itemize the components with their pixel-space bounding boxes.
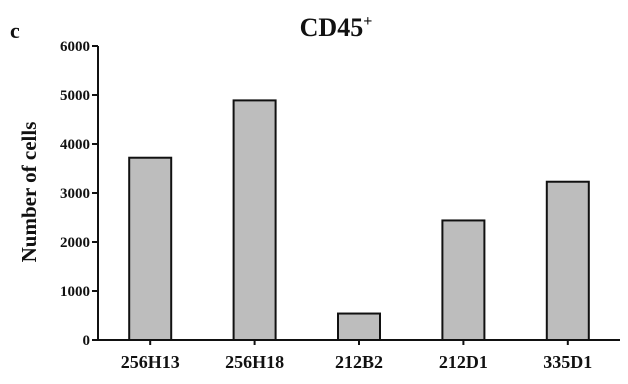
bar-256H18 <box>232 99 277 341</box>
y-tick-label: 3000 <box>60 186 90 202</box>
x-tick-label: 335D1 <box>543 352 592 372</box>
y-axis-label-group: Number of cells <box>17 122 41 263</box>
y-tick-label: 1000 <box>60 284 90 300</box>
y-tick-label: 5000 <box>60 88 90 104</box>
y-tick-label: 2000 <box>60 235 90 251</box>
x-tick-label: 256H13 <box>121 352 180 372</box>
bar-335D1 <box>545 180 590 341</box>
y-tick-label: 4000 <box>60 137 90 153</box>
x-tick-label: 256H18 <box>225 352 284 372</box>
chart-title-superscript: + <box>363 13 372 30</box>
bar-212D1 <box>441 219 486 341</box>
x-tick-label: 212B2 <box>335 352 383 372</box>
y-axis: 0 1000 2000 3000 4000 5000 6000 <box>60 39 99 349</box>
x-tick-label: 212D1 <box>439 352 488 372</box>
chart-title-main: CD45 <box>300 13 364 42</box>
panel-label: c <box>10 18 20 43</box>
bars-group <box>128 99 590 342</box>
x-axis: 256H13 256H18 212B2 212D1 335D1 <box>98 339 620 372</box>
y-axis-label: Number of cells <box>17 122 41 263</box>
y-tick-label: 0 <box>83 333 91 349</box>
chart-title: CD45+ <box>300 13 373 42</box>
y-tick-label: 6000 <box>60 39 90 55</box>
bar-212B2 <box>337 312 381 342</box>
bar-256H13 <box>128 156 173 341</box>
